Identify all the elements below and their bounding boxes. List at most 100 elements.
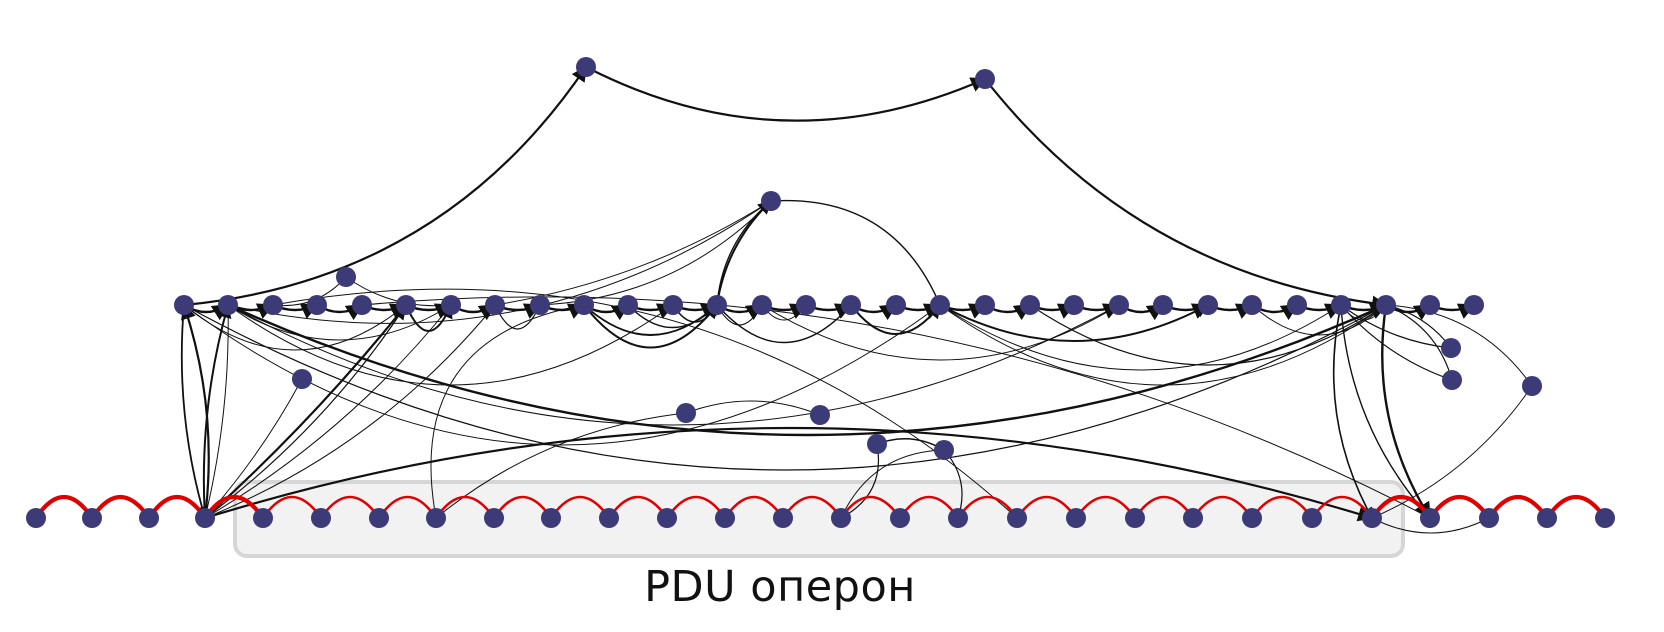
gene-node (352, 295, 372, 315)
gene-node (841, 295, 861, 315)
gene-node (1420, 508, 1440, 528)
edge-m26-b23 (1332, 304, 1373, 519)
gene-node (886, 295, 906, 315)
gene-node (1020, 295, 1040, 315)
gene-node (975, 69, 995, 89)
edge-b3-m0 (181, 303, 210, 519)
gene-node (1595, 508, 1615, 528)
edge-b14-s4 (840, 446, 945, 519)
gene-node (1183, 508, 1203, 528)
gene-node (1007, 508, 1027, 528)
edge-t2-m27 (984, 78, 1388, 311)
edge-b25-b23 (1371, 517, 1490, 534)
edge-m0-m17 (183, 304, 941, 446)
gene-node (676, 403, 696, 423)
gene-node (1242, 508, 1262, 528)
edge-m0-m5 (183, 304, 407, 351)
edge-m26-r2 (1340, 304, 1453, 382)
edge-m0-t1 (183, 65, 587, 307)
gene-node (1420, 295, 1440, 315)
gene-node (396, 295, 416, 315)
gene-node (752, 295, 772, 315)
edge-b7-s1 (435, 410, 687, 519)
gene-node (195, 508, 215, 528)
gene-node (890, 508, 910, 528)
gene-node (657, 508, 677, 528)
gene-node (336, 267, 356, 287)
edge-m7-c1 (494, 200, 772, 306)
edge-u1-m6 (345, 276, 452, 310)
gene-node (311, 508, 331, 528)
gene-node (1066, 508, 1086, 528)
edge-m17-m27 (939, 304, 1387, 386)
gene-node (253, 508, 273, 528)
edge-b3-b23 (204, 426, 1374, 522)
edge-m27-b24 (1381, 304, 1432, 520)
gene-node (761, 191, 781, 211)
edge-b3-m5 (204, 304, 407, 519)
edge-b24-m26 (1336, 304, 1431, 519)
gene-node (1376, 295, 1396, 315)
gene-node (174, 295, 194, 315)
gene-node (82, 508, 102, 528)
gene-node (484, 508, 504, 528)
gene-node (934, 440, 954, 460)
node-layer (26, 57, 1615, 528)
gene-node (930, 295, 950, 315)
gene-node (1362, 508, 1382, 528)
gene-node (263, 295, 283, 315)
edge-m1-m27 (227, 303, 1388, 437)
gene-node (810, 405, 830, 425)
gene-node (1064, 295, 1084, 315)
edge-m27-r2 (1385, 304, 1454, 381)
edge-m15-m17 (850, 303, 941, 335)
edge-m8-c1 (539, 200, 772, 306)
gene-node (715, 508, 735, 528)
edge-c1-m17 (770, 199, 942, 306)
edge-b3-m7 (204, 304, 496, 519)
gene-node (576, 57, 596, 77)
gene-node (867, 434, 887, 454)
gene-node (1125, 508, 1145, 528)
edge-m12-c1 (716, 200, 773, 306)
gene-node (1198, 295, 1218, 315)
edge-m2-b17 (272, 288, 1018, 519)
edge-m26-r1 (1340, 304, 1452, 352)
gene-node (1464, 295, 1484, 315)
edge-m17-m26 (939, 304, 1342, 371)
gene-node (1522, 376, 1542, 396)
gene-node (618, 295, 638, 315)
gene-node (1537, 508, 1557, 528)
edge-c1-m12 (712, 200, 772, 306)
gene-node (948, 508, 968, 528)
gene-node (426, 508, 446, 528)
edge-m0-m27 (183, 304, 1387, 471)
gene-node (485, 295, 505, 315)
gene-node (707, 295, 727, 315)
gene-node (541, 508, 561, 528)
edge-m5-m6 (405, 303, 453, 332)
edge-m4-b24 (361, 296, 1431, 519)
edge-r3-b23 (1371, 385, 1533, 519)
gene-node (773, 508, 793, 528)
pdu-operon-label: PDU оперон (644, 562, 916, 612)
gene-node (1302, 508, 1322, 528)
edge-layer (180, 65, 1533, 534)
gene-node (307, 295, 327, 315)
gene-node (574, 295, 594, 315)
gene-node (1479, 508, 1499, 528)
gene-node (369, 508, 389, 528)
gene-node (1109, 295, 1129, 315)
edge-m0-b3 (180, 304, 208, 520)
gene-node (441, 295, 461, 315)
gene-node (1442, 370, 1462, 390)
gene-node (599, 508, 619, 528)
gene-node (796, 295, 816, 315)
gene-node (663, 295, 683, 315)
edge-m13-m21 (761, 304, 1120, 361)
edge-b3-m1 (202, 303, 232, 519)
edge-m27-r3 (1385, 304, 1533, 387)
edge-b3-m6 (204, 304, 452, 519)
edge-s1-s2 (685, 400, 821, 416)
